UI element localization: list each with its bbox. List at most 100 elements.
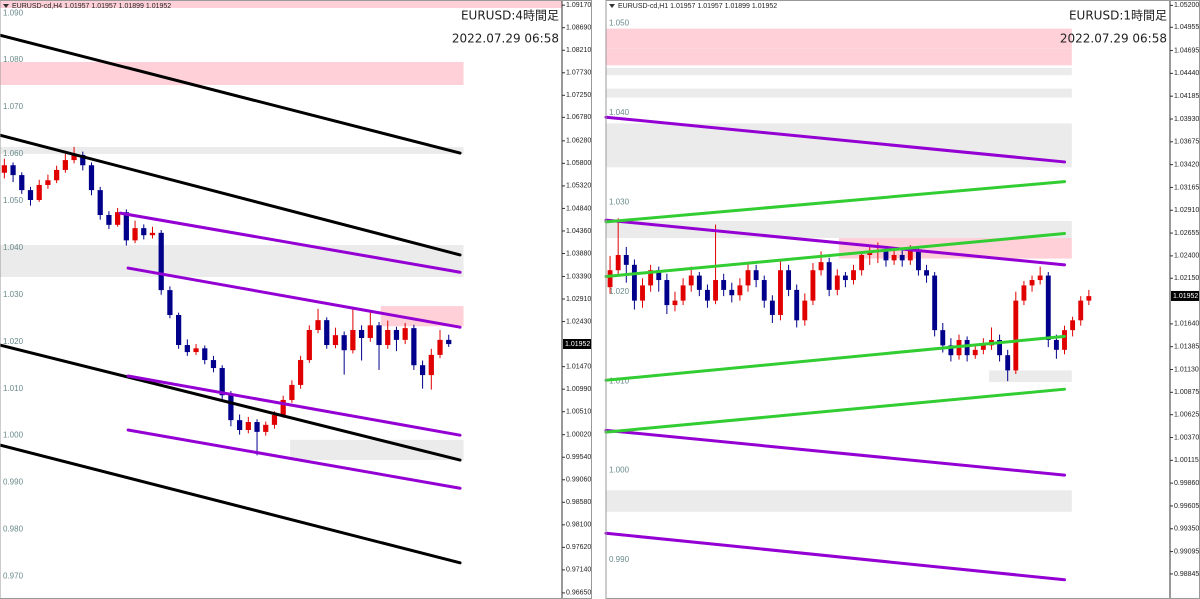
zone [0,146,464,154]
candle-body [358,330,365,338]
level-label: 1.070 [3,102,24,111]
y-tick-label: 1.09170 [566,2,591,9]
candle-body [27,190,34,200]
candle-body [623,254,629,265]
y-tick-label: 1.03930 [1174,116,1199,123]
y-tick-label: 1.00020 [566,432,591,439]
y-tick-label: 1.07250 [566,92,591,99]
level-label: 1.050 [3,196,24,205]
zone [290,439,464,461]
candle-body [631,264,637,301]
candle-body [826,262,832,290]
candle-body [1078,300,1084,321]
level-label: 0.990 [609,555,630,564]
candle-body [149,232,156,236]
candle-body [350,330,356,351]
level-label: 1.060 [3,149,24,158]
candle-body [834,275,840,290]
y-tick-label: 1.05800 [566,160,591,167]
zone [989,370,1072,383]
candle-body [271,414,278,425]
trend-line [604,428,1067,477]
candle-body [1029,280,1035,286]
trend-line [604,232,1067,278]
candle-body [656,270,662,281]
candle-body [915,250,921,271]
candle-body [696,275,702,290]
candle-body [202,348,208,361]
zone [606,48,1072,66]
zone [0,245,464,277]
candle-body [228,395,234,421]
candle-body [36,184,42,200]
y-tick-label: 1.04955 [1174,24,1199,31]
y-tick-label: 1.05320 [566,183,591,190]
candle-body [332,335,339,346]
candle-body [1070,320,1076,331]
chart-header: EURUSD-cd,H1 1.01957 1.01957 1.01899 1.0… [618,3,777,10]
zone [606,490,1072,512]
level-label: 1.080 [3,55,24,64]
candle-body [10,165,16,176]
candle-body [324,320,330,346]
candle-body [1021,285,1027,301]
candle-body [761,280,767,301]
candle-body [883,250,889,261]
candle-body [193,348,199,353]
y-tick-label: 1.02910 [566,296,591,303]
candle-body [1045,275,1051,340]
candle-body [891,254,897,261]
candle-body [1062,330,1067,350]
candle-body [924,270,929,276]
candle-body [280,399,286,415]
level-label: 1.010 [609,376,630,385]
price-axis [562,0,592,599]
candle-body [1086,296,1092,301]
y-tick-label: 1.00875 [1174,389,1199,396]
trend-line [0,133,462,257]
y-tick-label: 0.98845 [1174,571,1199,578]
zone [606,67,1072,76]
level-label: 1.000 [3,431,24,440]
y-tick-label: 0.99095 [1174,548,1199,555]
trend-line [604,115,1067,164]
separator [592,0,606,599]
y-tick-label: 1.02655 [1174,230,1199,237]
candle-body [737,285,743,296]
candle-body [219,368,225,396]
y-tick-label: 0.99350 [1174,526,1199,533]
y-tick-label: 1.03675 [1174,139,1199,146]
y-tick-label: 0.99060 [566,477,591,484]
candle-body [19,175,25,191]
candle-body [640,285,645,301]
trend-line [0,443,462,565]
level-label: 1.010 [3,384,24,393]
level-label: 1.020 [609,287,630,296]
candle-body [607,270,613,288]
candle-body [428,354,434,376]
candle-body [176,314,182,346]
candle-body [1,165,7,173]
candle-body [106,215,112,225]
trend-line [604,218,1067,267]
candle-body [664,280,670,306]
y-tick-label: 1.07730 [566,70,591,77]
candle-body [385,330,391,346]
menu-arrow [609,4,615,8]
trend-line [126,266,462,329]
candle-body [810,270,816,301]
y-tick-label: 1.01640 [1174,321,1199,328]
candle-body [802,300,808,321]
candle-body [753,270,759,281]
y-tick-label: 1.02150 [1174,275,1199,282]
chart-date: 2022.07.29 06:58 [452,32,559,46]
trend-line [0,343,462,462]
candle-body [402,328,408,340]
zone [606,123,1072,168]
candle-body [263,424,269,432]
chart-panel: 1.050 1.040 1.030 1.020 1.010 1.000 0.990 1.052… [604,0,1200,599]
candle-body [297,360,304,385]
y-tick-label: 1.08690 [566,25,591,32]
level-label: 1.040 [609,108,630,117]
level-label: 0.980 [3,525,24,534]
